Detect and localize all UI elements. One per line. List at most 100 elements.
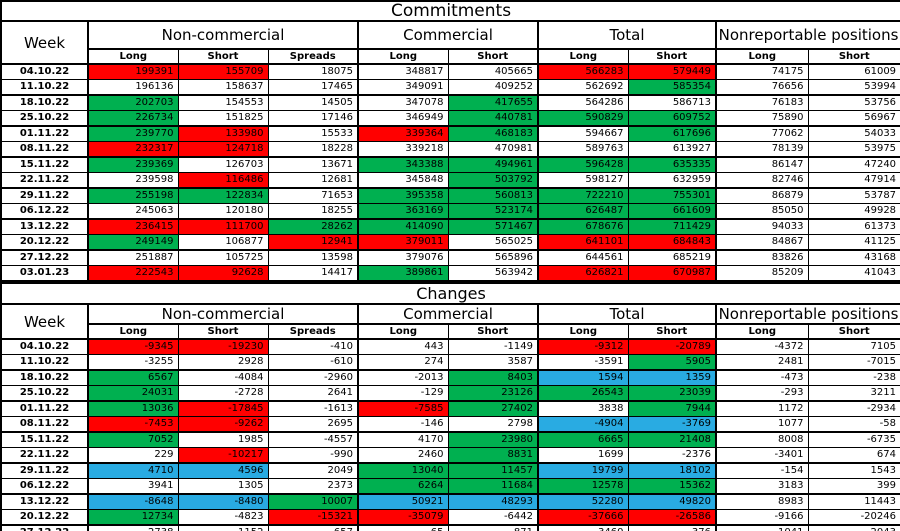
value-cell: 363169	[357, 203, 449, 220]
value-cell: 2049	[267, 462, 359, 479]
value-cell: -9262	[177, 416, 269, 433]
table-row: 08.11.22 -7453 -9262 2695 -146 2798 -4904 -3769…	[0, 416, 900, 433]
col-header: Short	[177, 323, 269, 340]
table-row: 13.12.22 -8648 -8480 10007 50921 48293 52280 49…	[0, 493, 900, 510]
value-cell: -7585	[357, 400, 449, 417]
value-cell: 77062	[715, 125, 809, 142]
value-cell: 1594	[537, 369, 629, 386]
value-cell: 871	[447, 524, 539, 531]
value-cell: 635335	[627, 156, 717, 173]
table-row: 20.12.22 12734 -4823 -15321 -35079 -6442 -3766…	[0, 509, 900, 526]
week-cell: 15.11.22	[0, 431, 89, 448]
value-cell: 76656	[715, 79, 809, 96]
value-cell: 239369	[87, 156, 179, 173]
group-header-noncommercial: Non-commercial	[87, 20, 359, 50]
value-cell: 3941	[87, 478, 179, 495]
value-cell: -610	[267, 354, 359, 371]
value-cell: 232317	[87, 141, 179, 158]
value-cell: 12681	[267, 172, 359, 189]
value-cell: -3255	[87, 354, 179, 371]
col-header: Spreads	[267, 323, 359, 340]
value-cell: -10217	[177, 447, 269, 464]
value-cell: 11443	[807, 493, 900, 510]
value-cell: 8008	[715, 431, 809, 448]
value-cell: 3460	[537, 524, 629, 531]
value-cell: -4823	[177, 509, 269, 526]
group-header-total: Total	[537, 20, 717, 50]
value-cell: 339218	[357, 141, 449, 158]
group-header-nonreportable: Nonreportable positions	[715, 303, 900, 325]
table-row: 04.10.22 -9345 -19230 -410 443 -1149 -9312 -207…	[0, 338, 900, 355]
value-cell: 49820	[627, 493, 717, 510]
value-cell: 2481	[715, 354, 809, 371]
value-cell: 565896	[447, 249, 539, 266]
value-cell: 674	[807, 447, 900, 464]
value-cell: 239598	[87, 172, 179, 189]
value-cell: 1305	[177, 478, 269, 495]
value-cell: 18075	[267, 63, 359, 80]
table-row: 20.12.22 249149 106877 12941 379011 565025 641…	[0, 234, 900, 251]
week-column-header: Week	[0, 303, 89, 340]
week-cell: 29.11.22	[0, 187, 89, 204]
col-header: Long	[715, 48, 809, 65]
value-cell: 564286	[537, 94, 629, 111]
table-row: 01.11.22 239770 133980 15533 339364 468183 594…	[0, 125, 900, 142]
table-row: 15.11.22 7052 1985 -4557 4170 23980 6665 21408 8…	[0, 431, 900, 448]
value-cell: 523174	[447, 203, 539, 220]
value-cell: 53975	[807, 141, 900, 158]
value-cell: -20789	[627, 338, 717, 355]
value-cell: -17845	[177, 400, 269, 417]
week-cell: 04.10.22	[0, 338, 89, 355]
value-cell: 379011	[357, 234, 449, 251]
value-cell: 617696	[627, 125, 717, 142]
value-cell: 585354	[627, 79, 717, 96]
value-cell: 111700	[177, 218, 269, 235]
value-cell: 6264	[357, 478, 449, 495]
subheader-row: Long Short Spreads Long Short Long Short…	[1, 323, 900, 340]
value-cell: 61009	[807, 63, 900, 80]
value-cell: 84867	[715, 234, 809, 251]
value-cell: 348817	[357, 63, 449, 80]
week-cell: 27.12.22	[0, 249, 89, 266]
value-cell: 83826	[715, 249, 809, 266]
value-cell: 17465	[267, 79, 359, 96]
value-cell: 26543	[537, 385, 629, 402]
value-cell: 339364	[357, 125, 449, 142]
value-cell: 571467	[447, 218, 539, 235]
week-cell: 13.12.22	[0, 493, 89, 510]
value-cell: 589763	[537, 141, 629, 158]
value-cell: 13598	[267, 249, 359, 266]
value-cell: -8648	[87, 493, 179, 510]
table-row: 03.01.23 222543 92628 14417 389861 563942 6268…	[0, 265, 900, 282]
value-cell: -154	[715, 462, 809, 479]
value-cell: 345848	[357, 172, 449, 189]
group-header-row: Week Non-commercial Commercial Total Non…	[0, 20, 900, 65]
value-cell: 65	[357, 524, 449, 531]
value-cell: 657	[267, 524, 359, 531]
value-cell: 124718	[177, 141, 269, 158]
value-cell: 126703	[177, 156, 269, 173]
week-cell: 18.10.22	[0, 94, 89, 111]
group-header-row: Week Non-commercial Commercial Total Non…	[0, 303, 900, 340]
week-cell: 27.12.22	[0, 524, 89, 531]
value-cell: 61373	[807, 218, 900, 235]
value-cell: -4372	[715, 338, 809, 355]
value-cell: 229	[87, 447, 179, 464]
value-cell: 670987	[627, 265, 717, 282]
value-cell: 613927	[627, 141, 717, 158]
value-cell: 15362	[627, 478, 717, 495]
value-cell: 376	[627, 524, 717, 531]
value-cell: 7052	[87, 431, 179, 448]
value-cell: 389861	[357, 265, 449, 282]
value-cell: 3183	[715, 478, 809, 495]
value-cell: 346949	[357, 110, 449, 127]
value-cell: 8831	[447, 447, 539, 464]
value-cell: 19799	[537, 462, 629, 479]
value-cell: 1359	[627, 369, 717, 386]
value-cell: 133980	[177, 125, 269, 142]
value-cell: -4557	[267, 431, 359, 448]
value-cell: 24031	[87, 385, 179, 402]
group-header-commercial: Commercial	[357, 20, 539, 50]
value-cell: -1613	[267, 400, 359, 417]
value-cell: 53756	[807, 94, 900, 111]
